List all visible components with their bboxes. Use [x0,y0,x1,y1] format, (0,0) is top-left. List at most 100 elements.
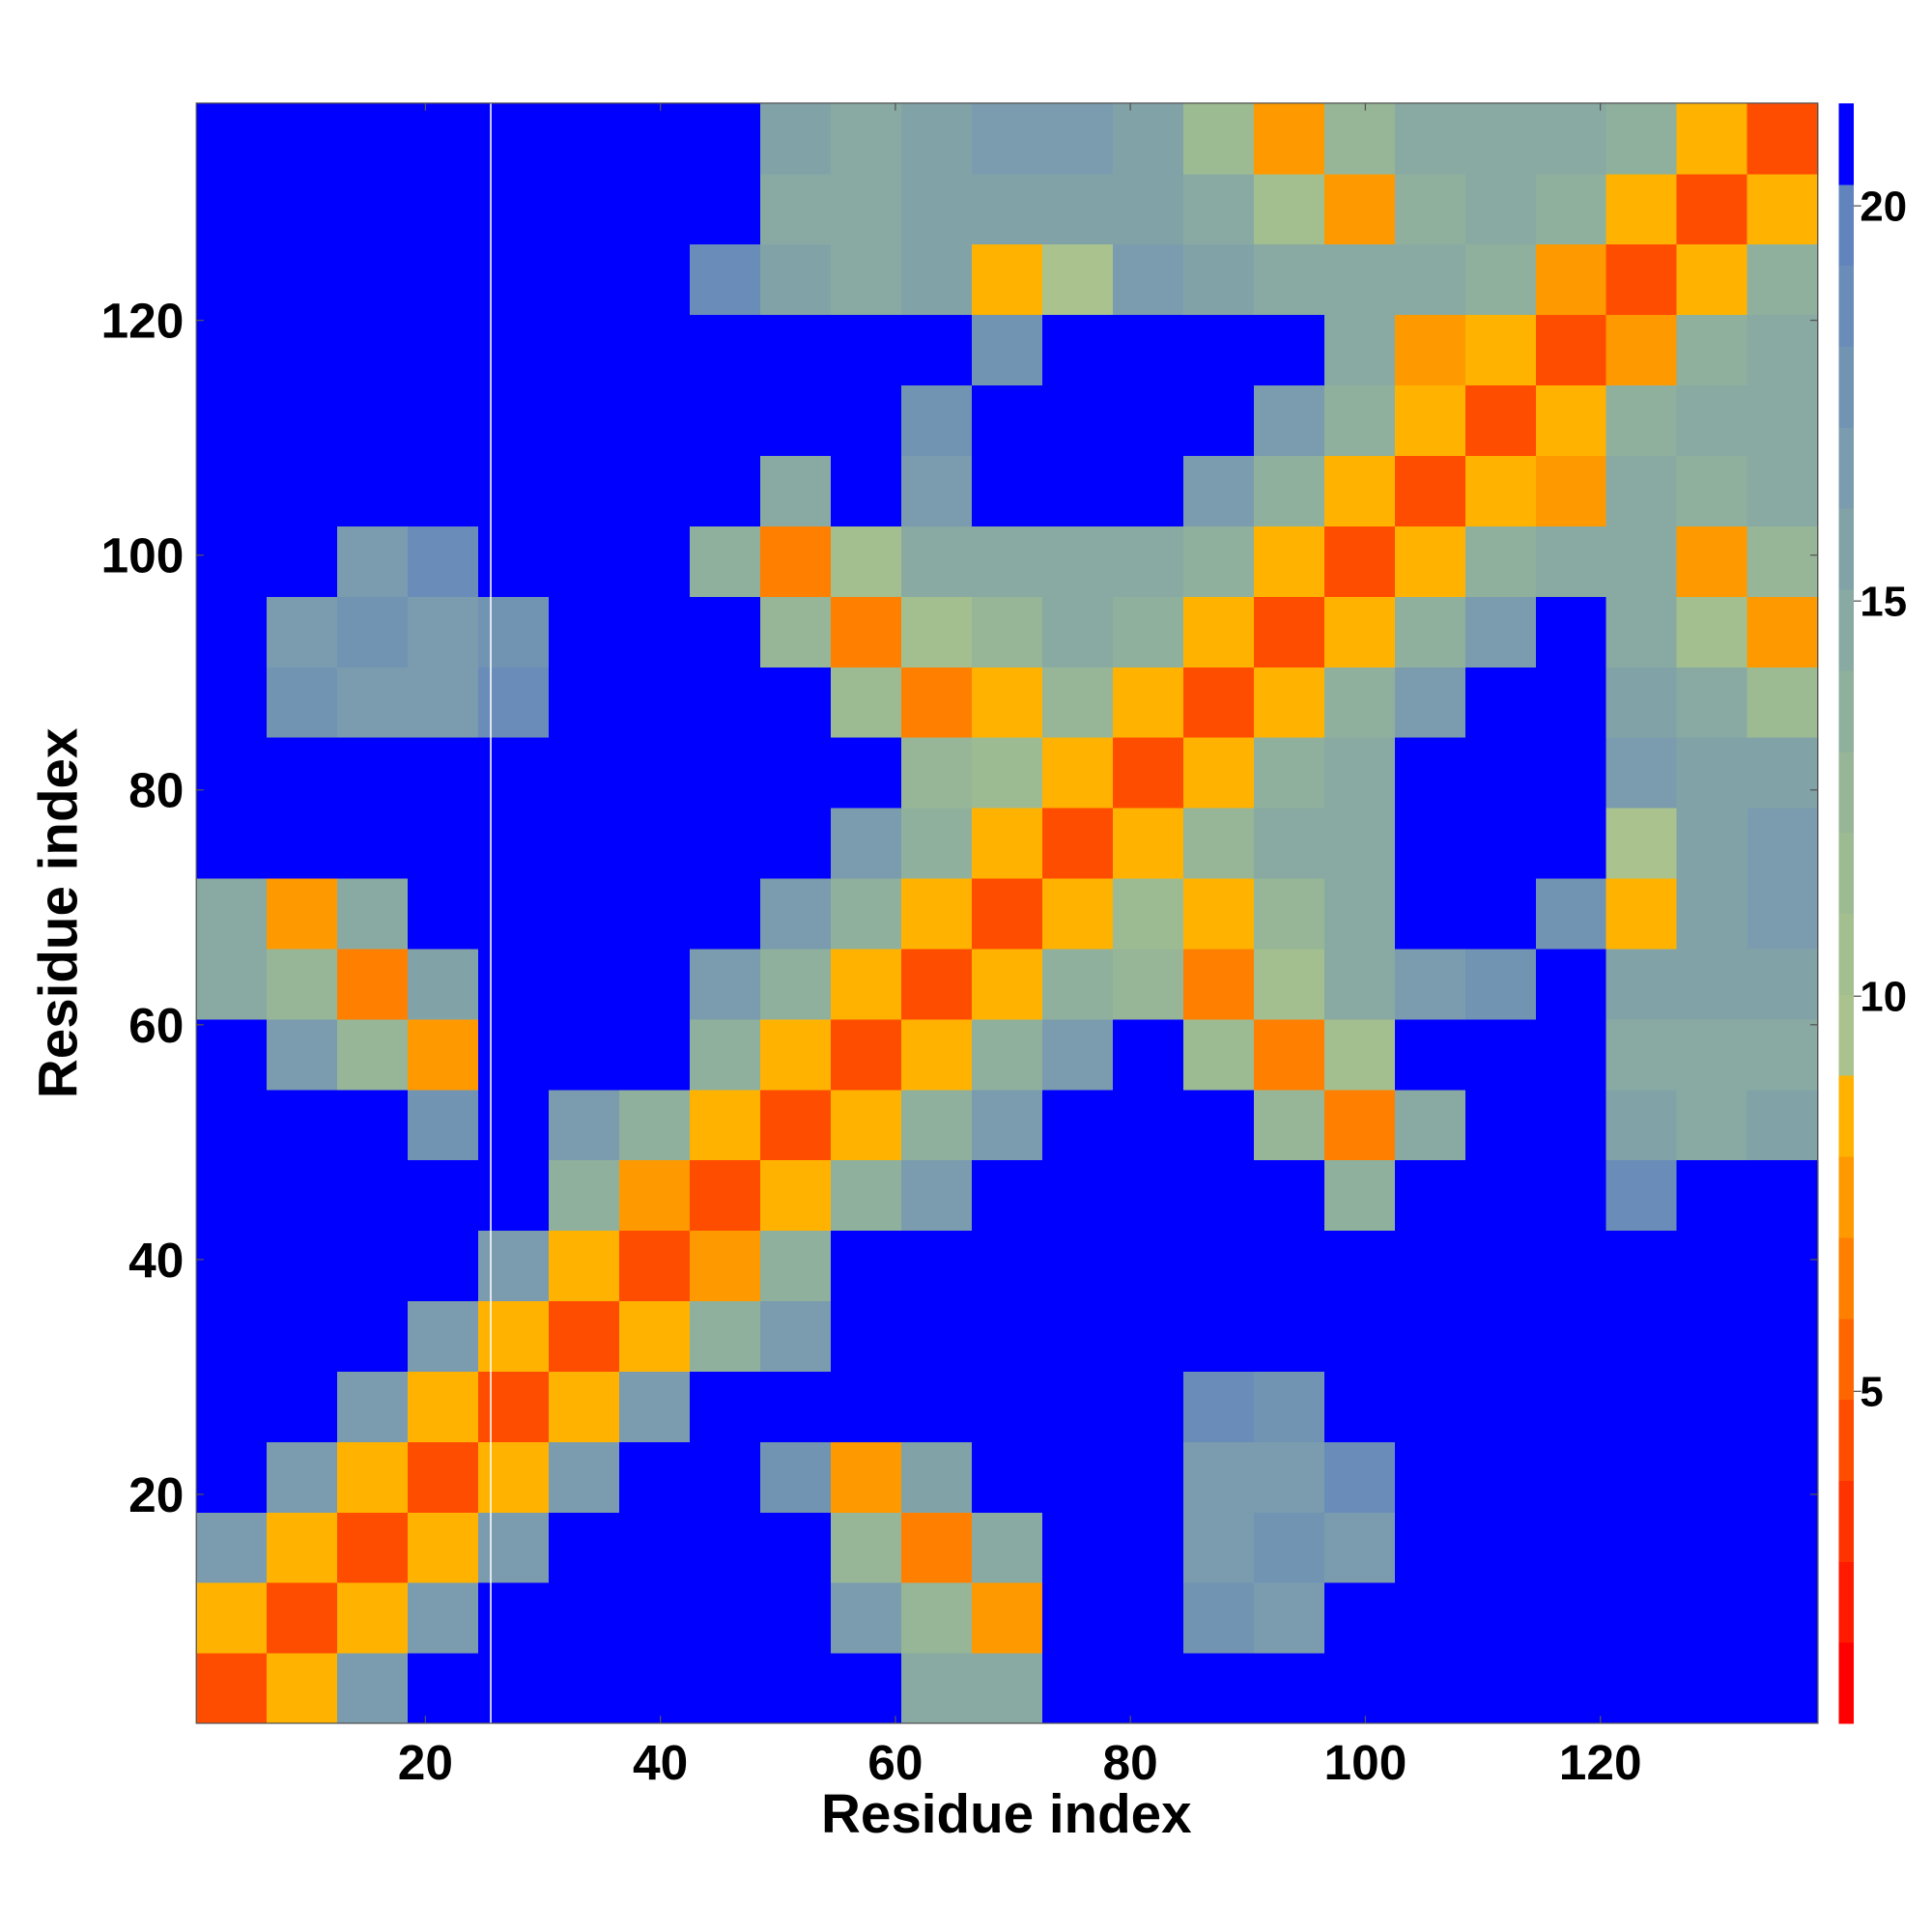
cell [1605,1159,1678,1232]
cell [1112,102,1184,175]
cell [408,1300,479,1372]
cell [1676,877,1748,950]
cell [1747,1159,1819,1232]
cell [831,1582,902,1654]
colorbar-band [1838,1561,1854,1643]
cell [1041,737,1114,809]
cell [408,948,479,1020]
cell [408,1159,479,1232]
cell [478,526,550,597]
cell [1112,243,1184,316]
cell [900,1018,973,1091]
cell [1605,596,1678,668]
cell [549,807,620,879]
cell [760,1089,832,1161]
cell [760,455,832,526]
cell [900,455,973,526]
cell [1041,314,1114,386]
cell [1041,1230,1114,1302]
cell [478,1582,550,1654]
cell [549,102,620,175]
cell [760,948,832,1020]
cell [831,1441,902,1513]
cell [1041,1441,1114,1513]
cell [971,667,1043,738]
cell [1394,173,1466,245]
cell [1394,596,1466,668]
cell [337,1159,409,1232]
cell [1182,667,1255,738]
cell [619,667,691,738]
cell [831,948,902,1020]
colorbar-band [1838,346,1854,428]
cell [1112,1441,1184,1513]
cell [1394,948,1466,1020]
cell [478,384,550,456]
cell [971,1371,1043,1442]
cell [1464,455,1537,526]
cell [831,1300,902,1372]
cell [619,1018,691,1091]
cell [1747,1441,1819,1513]
colorbar-band [1838,751,1854,834]
cell [1676,948,1748,1020]
cell [408,667,479,738]
cell [196,1371,268,1442]
cell [1253,1512,1325,1583]
cell [337,455,409,526]
cell [1323,1371,1396,1442]
cell [1041,1371,1114,1442]
cell [1535,1018,1607,1091]
cell [337,314,409,386]
cell [1535,1512,1607,1583]
cell [196,1300,268,1372]
cell [196,948,268,1020]
cell [337,1018,409,1091]
cell [196,1441,268,1513]
cell [1747,667,1819,738]
cell [1041,102,1114,175]
cell [900,667,973,738]
cell [971,1159,1043,1232]
x-axis-label: Residue index [821,1783,1192,1844]
cell [1747,877,1819,950]
cell [478,1653,550,1724]
cell [337,877,409,950]
cell [408,1582,479,1654]
cell [1605,102,1678,175]
cell [1323,1089,1396,1161]
cell [1464,102,1537,175]
cell [1253,1159,1325,1232]
cell [1605,948,1678,1020]
cell [1112,455,1184,526]
cell [1041,1512,1114,1583]
cell [971,1300,1043,1372]
cell [1253,948,1325,1020]
cell [267,1230,338,1302]
cell [690,1582,761,1654]
colorbar-band [1838,1480,1854,1562]
cell [1535,526,1607,597]
colorbar-band [1838,1399,1854,1481]
cell [1605,877,1678,950]
cell [1253,1371,1325,1442]
cell [971,102,1043,175]
cell [267,1300,338,1372]
cell [1182,455,1255,526]
cell [408,1512,479,1583]
cell [337,737,409,809]
cell [1253,455,1325,526]
cell [478,948,550,1020]
cell [831,455,902,526]
cell [1747,314,1819,386]
cell [1747,243,1819,316]
cell [1605,1653,1678,1724]
cell [1464,1230,1537,1302]
cell [408,1230,479,1302]
cell [1112,526,1184,597]
cell [900,1230,973,1302]
cell [267,526,338,597]
cell [267,455,338,526]
cell [760,1018,832,1091]
cell [1112,948,1184,1020]
